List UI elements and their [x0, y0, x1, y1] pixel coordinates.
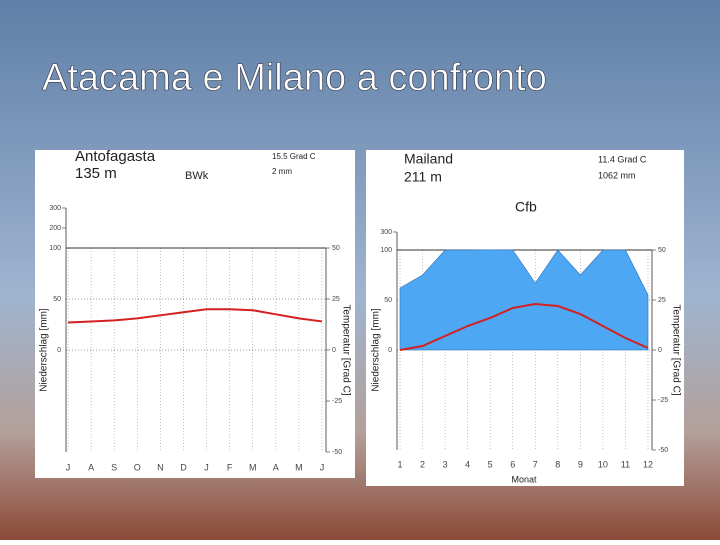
y-tick-label: 50: [384, 297, 392, 304]
y2-tick-label: 0: [332, 347, 336, 354]
x-tick-label: A: [273, 462, 279, 472]
y-tick-label: 0: [57, 347, 61, 354]
x-tick-label: 1: [397, 459, 402, 469]
y2-tick-label: 25: [332, 296, 340, 303]
mean-temperature: 11.4 Grad C: [598, 154, 647, 164]
x-tick-label: J: [66, 462, 71, 472]
y2-tick-label: 50: [658, 247, 666, 254]
x-tick-label: J: [320, 462, 325, 472]
x-tick-label: F: [227, 462, 233, 472]
y-tick-label: 50: [53, 296, 61, 303]
x-tick-label: J: [204, 462, 209, 472]
x-tick-label: 7: [533, 459, 538, 469]
elevation: 211 m: [404, 169, 442, 185]
y2-tick-label: -50: [332, 449, 342, 456]
x-tick-label: D: [180, 462, 187, 472]
y2-tick-label: 0: [658, 347, 662, 354]
y2-tick-label: -25: [332, 398, 342, 405]
elevation: 135 m: [75, 165, 117, 182]
y-tick-label: 100: [49, 245, 61, 252]
annual-precipitation: 1062 mm: [598, 170, 636, 180]
y-axis-label: Niederschlag [mm]: [371, 308, 382, 392]
x-tick-label: 5: [488, 459, 493, 469]
y2-tick-label: -50: [658, 447, 668, 454]
y-tick-label: 0: [388, 347, 392, 354]
x-tick-label: S: [111, 462, 117, 472]
precipitation-area: [399, 249, 649, 351]
temperature-line: [399, 302, 649, 351]
x-tick-label: N: [157, 462, 164, 472]
station: Mailand: [404, 151, 453, 167]
x-tick-label: 2: [420, 459, 425, 469]
y-axis-label: Niederschlag [mm]: [39, 308, 50, 392]
chart-panel: [35, 150, 355, 478]
x-tick-label: 3: [443, 459, 448, 469]
y-tick-label: 300: [380, 229, 392, 236]
x-tick-label: 11: [621, 459, 630, 469]
y-tick-label: 100: [380, 247, 392, 254]
y-tick-label: 200: [49, 225, 61, 232]
x-tick-label: 8: [555, 459, 560, 469]
x-tick-label: 6: [510, 459, 515, 469]
y2-tick-label: 50: [332, 245, 340, 252]
annual-precipitation: 2 mm: [272, 167, 292, 176]
y2-axis-label: Temperatur [Grad C]: [670, 304, 681, 395]
x-tick-label: A: [88, 462, 94, 472]
temperature-line: [67, 308, 323, 324]
slide-title: Atacama e Milano a confronto: [42, 57, 547, 99]
station: Antofagasta: [75, 148, 156, 165]
x-axis-label: Monat: [511, 474, 537, 484]
x-tick-label: M: [249, 462, 257, 472]
x-tick-label: O: [134, 462, 141, 472]
x-tick-label: 10: [598, 459, 608, 469]
x-tick-label: M: [295, 462, 303, 472]
x-tick-label: 4: [465, 459, 470, 469]
y2-axis-label: Temperatur [Grad C]: [340, 304, 351, 395]
mean-temperature: 15.5 Grad C: [272, 152, 316, 161]
x-tick-label: 9: [578, 459, 583, 469]
climate-class: Cfb: [515, 199, 537, 215]
y-tick-label: 300: [49, 205, 61, 212]
y2-tick-label: 25: [658, 297, 666, 304]
climate-class: BWk: [185, 170, 209, 182]
y2-tick-label: -25: [658, 397, 668, 404]
x-tick-label: 12: [643, 459, 653, 469]
